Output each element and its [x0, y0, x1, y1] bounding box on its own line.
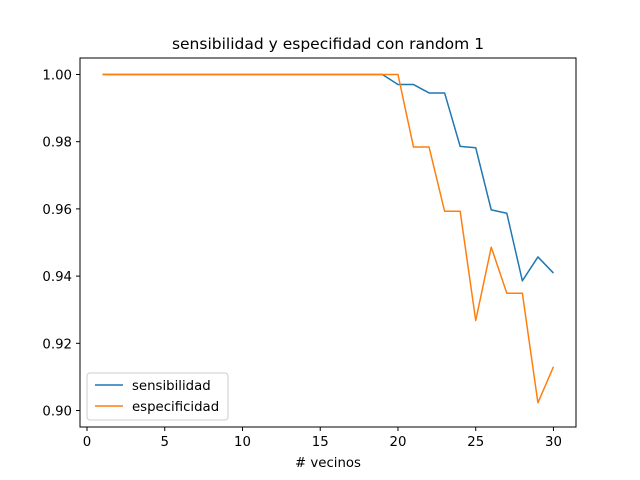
legend: sensibilidad especificidad: [86, 372, 229, 421]
y-tick-label: 0.90: [42, 405, 72, 420]
legend-label: especificidad: [132, 400, 219, 415]
chart-title: sensibilidad y especifidad con random 1: [172, 35, 484, 53]
plot-frame: [79, 57, 577, 428]
y-tick-label: 1.00: [42, 68, 72, 83]
x-axis: 0 5 10 15 20 25 30: [83, 427, 562, 450]
series-line-sensibilidad: [102, 73, 554, 282]
x-tick-label: 0: [83, 435, 91, 450]
series-lines: [102, 73, 555, 404]
x-tick-label: 30: [545, 435, 562, 450]
y-tick-label: 0.96: [42, 203, 72, 218]
x-tick-label: 25: [467, 435, 484, 450]
x-tick-label: 5: [161, 435, 169, 450]
y-axis: 0.90 0.92 0.94 0.96 0.98 1.00: [42, 68, 80, 420]
y-tick-label: 0.98: [42, 136, 72, 151]
x-tick-label: 10: [234, 435, 251, 450]
legend-label: sensibilidad: [132, 379, 211, 394]
y-tick-label: 0.94: [42, 270, 72, 285]
x-tick-label: 20: [390, 435, 407, 450]
series-line-especificidad: [102, 73, 555, 404]
x-axis-label: # vecinos: [295, 456, 361, 471]
x-tick-label: 15: [312, 435, 329, 450]
y-tick-label: 0.92: [42, 337, 72, 352]
